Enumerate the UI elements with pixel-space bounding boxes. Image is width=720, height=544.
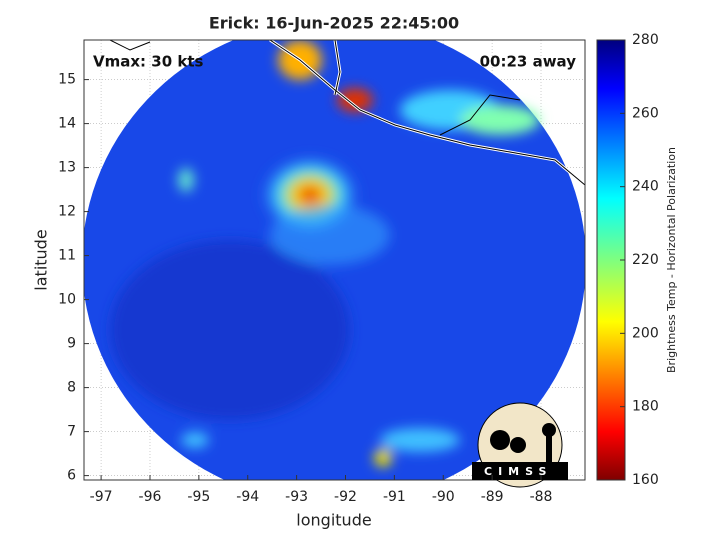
colorbar-tick-label: 280 bbox=[632, 32, 659, 48]
y-axis-label: latitude bbox=[32, 229, 51, 290]
x-tick-label: -88 bbox=[530, 489, 553, 505]
y-tick-label: 14 bbox=[58, 116, 76, 132]
colorbar-tick-label: 260 bbox=[632, 105, 659, 121]
x-tick-label: -95 bbox=[187, 489, 210, 505]
y-tick-label: 13 bbox=[58, 160, 76, 176]
annotation: 00:23 away bbox=[480, 53, 577, 71]
y-tick-label: 8 bbox=[67, 380, 76, 396]
colorbar-tick-label: 180 bbox=[632, 399, 659, 415]
x-tick-label: -97 bbox=[90, 489, 113, 505]
y-tick-label: 15 bbox=[58, 72, 76, 88]
y-tick-label: 10 bbox=[58, 292, 76, 308]
y-tick-label: 7 bbox=[67, 424, 76, 440]
x-tick-label: -94 bbox=[236, 489, 259, 505]
colorbar-tick-label: 220 bbox=[632, 252, 659, 268]
x-axis-label: longitude bbox=[296, 511, 371, 530]
x-tick-label: -89 bbox=[481, 489, 504, 505]
colorbar-tick-label: 160 bbox=[632, 472, 659, 488]
x-tick-label: -92 bbox=[334, 489, 357, 505]
y-tick-label: 11 bbox=[58, 248, 76, 264]
x-tick-label: -96 bbox=[139, 489, 162, 505]
colorbar-tick-label: 240 bbox=[632, 179, 659, 195]
colorbar-label: Brightness Temp - Horizontal Polarizatio… bbox=[665, 147, 678, 373]
x-tick-label: -93 bbox=[285, 489, 308, 505]
y-tick-label: 12 bbox=[58, 204, 76, 220]
coastline bbox=[109, 40, 585, 186]
plot-frame bbox=[83, 39, 586, 481]
image bbox=[84, 40, 585, 480]
colorbar-tick-label: 200 bbox=[632, 325, 659, 341]
logo-text: CIMSS bbox=[484, 465, 552, 478]
y-tick-label: 9 bbox=[67, 336, 76, 352]
annotation: Vmax: 30 kts bbox=[93, 53, 203, 71]
logo: CIMSS bbox=[472, 402, 568, 488]
x-tick-label: -91 bbox=[383, 489, 406, 505]
x-tick-label: -90 bbox=[432, 489, 455, 505]
y-tick-label: 6 bbox=[67, 468, 76, 484]
chart-title: Erick: 16-Jun-2025 22:45:00 bbox=[209, 14, 459, 33]
